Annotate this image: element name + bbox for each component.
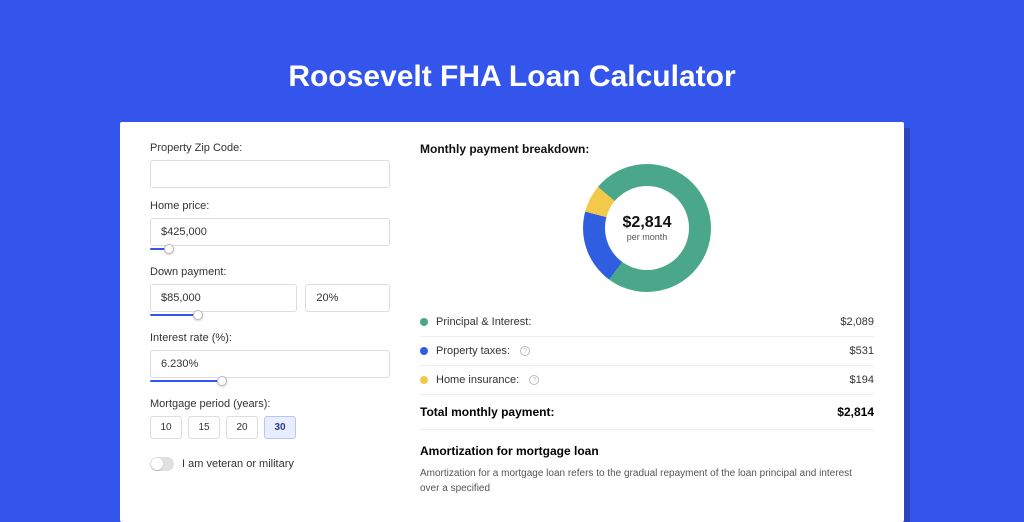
breakdown-heading: Monthly payment breakdown: xyxy=(420,142,874,156)
amortization-text: Amortization for a mortgage loan refers … xyxy=(420,466,874,496)
interest-rate-label: Interest rate (%): xyxy=(150,332,390,344)
period-button-30[interactable]: 30 xyxy=(264,416,296,439)
period-button-15[interactable]: 15 xyxy=(188,416,220,439)
page-title: Roosevelt FHA Loan Calculator xyxy=(120,60,904,94)
interest-rate-input[interactable] xyxy=(150,350,390,378)
home-price-slider[interactable] xyxy=(150,244,390,254)
calculator-card: Property Zip Code: Home price: Down paym… xyxy=(120,122,904,522)
total-label: Total monthly payment: xyxy=(420,405,554,419)
zip-label: Property Zip Code: xyxy=(150,142,390,154)
legend-dot xyxy=(420,376,428,384)
legend-label: Home insurance: xyxy=(436,374,519,386)
home-price-input[interactable] xyxy=(150,218,390,246)
period-button-10[interactable]: 10 xyxy=(150,416,182,439)
payment-donut-chart: $2,814 per month xyxy=(583,164,711,292)
donut-sublabel: per month xyxy=(627,232,668,242)
donut-value: $2,814 xyxy=(623,214,672,232)
legend-row: Principal & Interest: $2,089 xyxy=(420,308,874,336)
veteran-label: I am veteran or military xyxy=(182,458,294,470)
mortgage-period-label: Mortgage period (years): xyxy=(150,398,390,410)
home-price-label: Home price: xyxy=(150,200,390,212)
down-payment-label: Down payment: xyxy=(150,266,390,278)
total-value: $2,814 xyxy=(837,405,874,419)
mortgage-period-group: 10 15 20 30 xyxy=(150,416,390,439)
legend-dot xyxy=(420,318,428,326)
legend-label: Property taxes: xyxy=(436,345,510,357)
info-icon[interactable]: ? xyxy=(520,346,530,356)
form-panel: Property Zip Code: Home price: Down paym… xyxy=(150,142,390,522)
info-icon[interactable]: ? xyxy=(529,375,539,385)
amortization-heading: Amortization for mortgage loan xyxy=(420,444,874,458)
legend-row: Property taxes:? $531 xyxy=(420,337,874,365)
legend-row: Home insurance:? $194 xyxy=(420,366,874,394)
divider xyxy=(420,429,874,430)
down-payment-pct-input[interactable] xyxy=(305,284,390,312)
legend-dot xyxy=(420,347,428,355)
legend-value: $531 xyxy=(850,345,874,357)
interest-rate-slider[interactable] xyxy=(150,376,390,386)
breakdown-panel: Monthly payment breakdown: $2,814 per mo… xyxy=(420,142,874,522)
legend-value: $194 xyxy=(850,374,874,386)
down-payment-slider[interactable] xyxy=(150,310,390,320)
legend-label: Principal & Interest: xyxy=(436,316,531,328)
toggle-knob xyxy=(151,458,163,470)
legend-value: $2,089 xyxy=(840,316,874,328)
period-button-20[interactable]: 20 xyxy=(226,416,258,439)
down-payment-amount-input[interactable] xyxy=(150,284,297,312)
zip-input[interactable] xyxy=(150,160,390,188)
veteran-toggle[interactable] xyxy=(150,457,174,471)
